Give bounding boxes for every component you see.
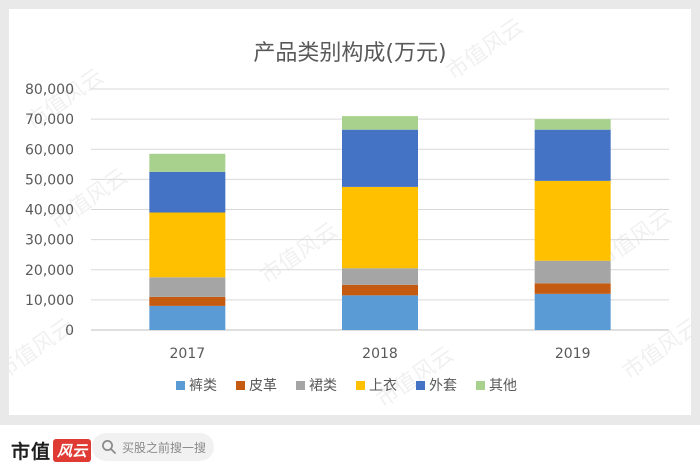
- legend-item: 外套: [416, 378, 457, 394]
- legend-label: 裤类: [189, 378, 217, 394]
- bar-segment: [149, 153, 226, 172]
- watermark-text: 市值风云: [618, 314, 691, 385]
- legend-swatch: [476, 381, 485, 390]
- watermark-text: 市值风云: [256, 218, 342, 289]
- y-tick-label: 40,000: [25, 203, 74, 219]
- bar-segment: [342, 186, 418, 269]
- legend-swatch: [236, 381, 245, 390]
- bar-segment: [342, 295, 418, 330]
- legend-item: 裤类: [176, 378, 217, 394]
- legend-swatch: [296, 381, 305, 390]
- y-tick-label: 60,000: [25, 142, 74, 158]
- x-tick-label: 2018: [362, 346, 398, 362]
- legend-swatch: [356, 381, 365, 390]
- y-axis: 0 10,000 20,000 30,000 40,000 50,000 60,000 70,…: [25, 82, 74, 339]
- legend: 裤类 皮革 裙类 上衣 外套 其他: [176, 378, 517, 394]
- bar-segment: [342, 268, 418, 285]
- bar-segment: [534, 283, 611, 294]
- bar-segment: [149, 277, 226, 297]
- bar-segment: [342, 129, 418, 187]
- legend-label: 其他: [489, 378, 517, 394]
- legend-label: 外套: [429, 378, 457, 394]
- bar-segment: [534, 293, 611, 330]
- bar-segment: [534, 119, 611, 130]
- y-tick-label: 80,000: [25, 82, 74, 98]
- legend-item: 裙类: [296, 378, 337, 394]
- y-tick-label: 10,000: [25, 293, 74, 309]
- legend-item: 皮革: [236, 378, 277, 394]
- legend-item: 其他: [476, 378, 517, 394]
- legend-label: 皮革: [249, 378, 277, 394]
- bar-segment: [149, 305, 226, 330]
- y-tick-label: 20,000: [25, 263, 74, 279]
- y-tick-label: 50,000: [25, 172, 74, 188]
- legend-swatch: [416, 381, 425, 390]
- bar-segment: [149, 212, 226, 278]
- search-placeholder: 买股之前搜一搜: [122, 440, 207, 455]
- legend-item: 上衣: [356, 378, 397, 394]
- x-axis: 2017 2018 2019: [170, 346, 591, 362]
- bar-segment: [342, 116, 418, 130]
- brand-logo[interactable]: 市值 风云: [11, 437, 92, 464]
- chart-title: 产品类别构成(万元): [253, 41, 446, 66]
- legend-label: 裙类: [309, 378, 337, 394]
- search-input[interactable]: 买股之前搜一搜: [92, 433, 214, 461]
- watermark-text: 市值风云: [442, 14, 528, 85]
- search-icon: [99, 437, 119, 457]
- legend-swatch: [176, 381, 185, 390]
- bars: [149, 116, 611, 330]
- legend-label: 上衣: [369, 378, 397, 394]
- chart-panel: 市值风云 市值风云 市值风云 市值风云 市值风云 市值风云 市值风云 市值风云 产品类别构成(…: [9, 9, 691, 415]
- bar-segment: [149, 171, 226, 213]
- bar-segment: [149, 296, 226, 306]
- bar-segment: [534, 260, 611, 284]
- footer-bar: 市值 风云 买股之前搜一搜: [0, 425, 700, 471]
- brand-badge: 风云: [53, 439, 92, 462]
- chart-frame: 市值风云 市值风云 市值风云 市值风云 市值风云 市值风云 市值风云 市值风云 产品类别构成(…: [0, 0, 700, 425]
- x-tick-label: 2017: [170, 346, 206, 362]
- bar-segment: [342, 284, 418, 296]
- brand-name: 市值: [11, 441, 52, 463]
- y-tick-label: 70,000: [25, 112, 74, 128]
- y-tick-label: 30,000: [25, 233, 74, 249]
- y-tick-label: 0: [65, 323, 74, 339]
- x-tick-label: 2019: [555, 346, 591, 362]
- bar-segment: [534, 129, 611, 181]
- bar-segment: [534, 180, 611, 261]
